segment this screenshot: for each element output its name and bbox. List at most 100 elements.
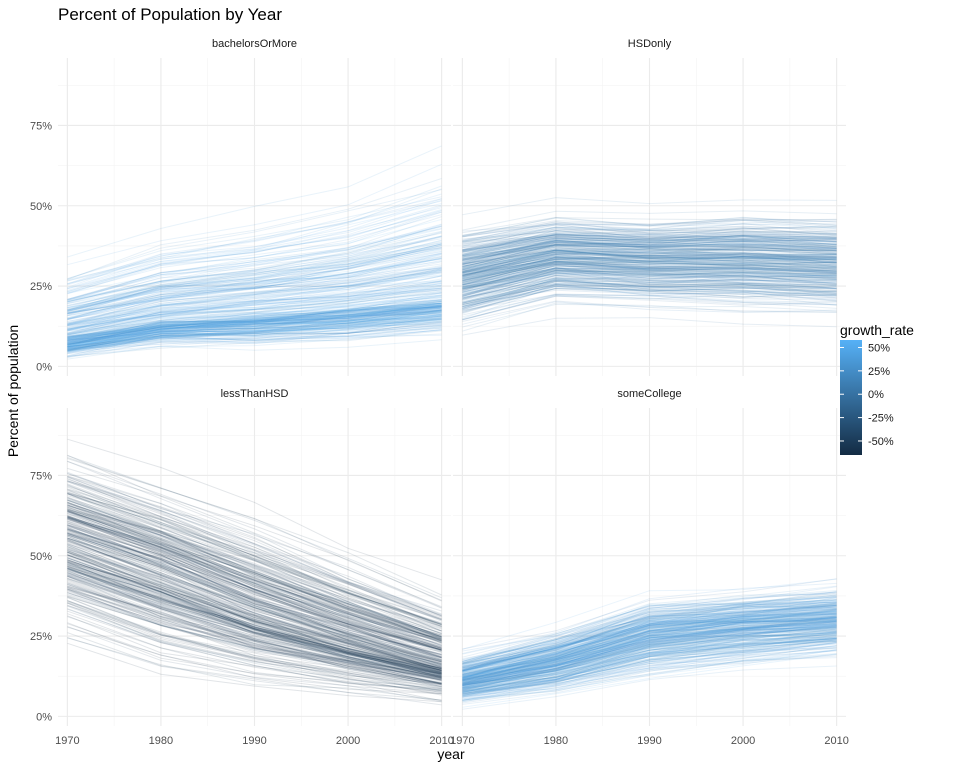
series-line: [462, 227, 837, 245]
series-line: [462, 283, 837, 314]
series-line: [462, 592, 837, 665]
series-line: [67, 538, 442, 668]
series-line: [462, 644, 837, 700]
series-line: [67, 311, 442, 349]
series-line: [462, 240, 837, 259]
series-line: [67, 508, 442, 642]
series-line: [67, 245, 442, 312]
series-line: [462, 626, 837, 689]
x-tick-label: 1970: [55, 735, 79, 747]
legend-colorbar: [840, 340, 862, 455]
series-line: [462, 645, 837, 701]
series-line: [462, 245, 837, 265]
series-line: [462, 250, 837, 277]
series-line: [462, 603, 837, 668]
series-line: [462, 243, 837, 265]
series-line: [462, 628, 837, 687]
series-line: [462, 620, 837, 683]
series-line: [67, 485, 442, 627]
series-line: [462, 614, 837, 680]
series-line: [67, 579, 442, 684]
series-line: [462, 617, 837, 681]
series-line: [67, 567, 442, 676]
series-line: [67, 258, 442, 317]
series-line: [462, 272, 837, 294]
facet-series-lines: [67, 438, 442, 706]
series-line: [462, 622, 837, 689]
series-line: [462, 641, 837, 701]
series-line: [67, 235, 442, 306]
series-line: [462, 300, 837, 322]
x-tick-label: 1980: [544, 735, 568, 747]
series-line: [462, 638, 837, 693]
series-line: [67, 532, 442, 658]
series-line: [67, 294, 442, 340]
series-line: [462, 594, 837, 665]
series-line: [462, 640, 837, 694]
series-line: [67, 530, 442, 663]
series-line: [67, 529, 442, 657]
series-line: [462, 281, 837, 303]
series-line: [462, 637, 837, 689]
series-line: [67, 475, 442, 617]
series-line: [67, 551, 442, 671]
series-line: [67, 592, 442, 686]
series-line: [462, 614, 837, 679]
series-line: [462, 620, 837, 683]
series-line: [67, 540, 442, 671]
series-line: [67, 321, 442, 350]
series-line: [462, 259, 837, 286]
series-line: [462, 603, 837, 671]
series-line: [67, 596, 442, 684]
series-line: [462, 578, 837, 650]
series-line: [67, 303, 442, 343]
series-line: [462, 257, 837, 282]
series-line: [462, 607, 837, 672]
series-line: [462, 280, 837, 298]
series-line: [67, 300, 442, 339]
series-line: [462, 638, 837, 694]
series-line: [67, 282, 442, 330]
series-line: [462, 619, 837, 679]
series-line: [67, 318, 442, 351]
series-line: [67, 259, 442, 321]
series-line: [67, 600, 442, 690]
series-line: [462, 628, 837, 690]
series-line: [67, 605, 442, 686]
series-line: [462, 273, 837, 290]
series-line: [462, 602, 837, 669]
series-line: [462, 616, 837, 676]
series-line: [462, 632, 837, 689]
series-line: [67, 554, 442, 671]
series-line: [462, 249, 837, 275]
series-line: [462, 611, 837, 674]
series-line: [67, 309, 442, 351]
series-line: [462, 620, 837, 680]
series-line: [462, 256, 837, 278]
series-line: [462, 250, 837, 273]
legend-label: -50%: [868, 436, 894, 448]
series-line: [67, 492, 442, 627]
series-line: [462, 599, 837, 667]
series-line: [67, 328, 442, 359]
series-line: [462, 237, 837, 256]
series-line: [67, 460, 442, 609]
series-line: [67, 289, 442, 335]
series-line: [67, 315, 442, 349]
series-line: [67, 587, 442, 684]
series-line: [462, 239, 837, 260]
series-line: [462, 253, 837, 271]
series-line: [462, 253, 837, 275]
series-line: [462, 620, 837, 685]
series-line: [462, 267, 837, 293]
series-line: [67, 517, 442, 650]
series-line: [67, 537, 442, 669]
series-line: [462, 635, 837, 685]
series-line: [67, 270, 442, 324]
series-line: [67, 242, 442, 309]
series-line: [462, 239, 837, 256]
series-line: [67, 283, 442, 331]
series-line: [67, 306, 442, 345]
series-line: [462, 261, 837, 285]
series-line: [462, 243, 837, 269]
